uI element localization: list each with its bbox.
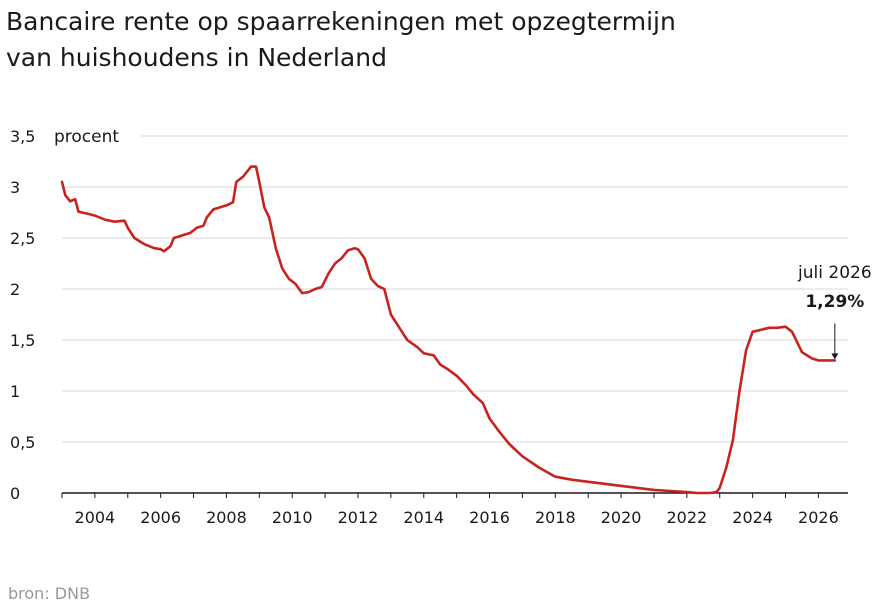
chart-title-line-2: van huishoudens in Nederland [6, 43, 387, 72]
x-tick-label-6: 2016 [469, 508, 510, 527]
chart-title: Bancaire rente op spaarrekeningen met op… [6, 4, 866, 76]
annotation-arrowhead [831, 353, 839, 360]
annotation-value: 1,29% [805, 292, 864, 312]
x-tick-label-9: 2022 [666, 508, 707, 527]
y-tick-label-7: 3,5 [10, 127, 35, 146]
gridlines [62, 135, 848, 443]
y-tick-label-2: 1 [10, 382, 20, 401]
y-axis-tick-labels: 0 0,5 1 1,5 2 2,5 3 3,5 [10, 127, 35, 503]
x-tick-label-3: 2010 [272, 508, 313, 527]
x-tick-label-7: 2018 [535, 508, 576, 527]
x-tick-label-10: 2024 [732, 508, 773, 527]
x-tick-label-4: 2012 [338, 508, 379, 527]
series-layer [60, 165, 837, 495]
y-tick-label-3: 1,5 [10, 331, 35, 350]
chart-title-line-1: Bancaire rente op spaarrekeningen met op… [6, 7, 676, 36]
x-tick-label-0: 2004 [75, 508, 116, 527]
series-line-0 [60, 165, 837, 495]
y-tick-label-0: 0 [10, 484, 20, 503]
x-tick-label-1: 2006 [140, 508, 181, 527]
y-tick-label-1: 0,5 [10, 433, 35, 452]
end-annotation: juli 2026 1,29% [797, 263, 872, 360]
x-tick-label-2: 2008 [206, 508, 247, 527]
source-note: bron: DNB [8, 584, 91, 603]
annotation-date: juli 2026 [797, 263, 872, 283]
x-tick-label-5: 2014 [403, 508, 444, 527]
y-tick-label-5: 2,5 [10, 229, 35, 248]
x-tick-label-8: 2020 [601, 508, 642, 527]
x-axis: 2004 2006 2008 2010 2012 2014 2016 2018 2020 2022… [61, 492, 848, 527]
y-tick-label-4: 2 [10, 280, 20, 299]
y-axis-unit-label: procent [54, 127, 119, 147]
x-tick-label-11: 2026 [798, 508, 839, 527]
y-tick-label-6: 3 [10, 178, 20, 197]
